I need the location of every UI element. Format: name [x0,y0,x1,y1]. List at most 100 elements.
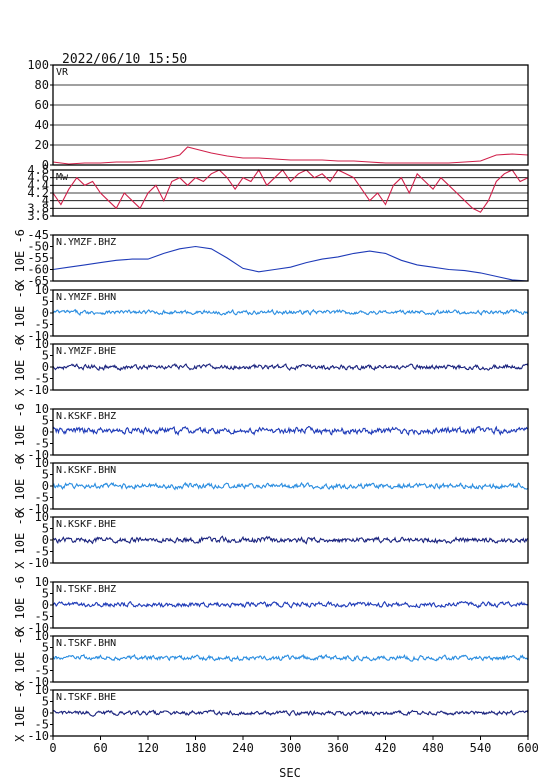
panel-label: N.TSKF.BHN [56,638,116,649]
y-tick-label: 5 [42,468,49,482]
y-tick-label: 5 [42,695,49,709]
y-tick-label: 5 [42,414,49,428]
x-axis: 0 60 120 180 240 300 360 420 480 540 600 [49,736,539,755]
series-line [52,425,529,437]
y-tick-label: 0 [42,306,49,320]
y-tick-label: -5 [35,718,49,732]
panel-frame [52,408,529,456]
x-axis-label: SEC [279,766,301,780]
series-line [52,653,529,662]
panel-label: N.KSKF.BHZ [56,411,116,422]
y-tick-label: -5 [35,372,49,386]
y-tick-label: 0 [42,598,49,612]
y-unit-label: X 10E -6 [13,229,27,287]
y-tick-label: 4 [42,194,49,208]
series-line [52,481,529,491]
panel-frame [52,234,529,282]
y-tick-label: -10 [27,621,49,635]
series-line [52,168,529,213]
y-tick-label: -5 [35,545,49,559]
panel-label: N.YMZF.BHN [56,292,116,303]
panel-mw: 3.63.844.24.44.64.8 Mw [27,163,529,223]
panel-frame [52,289,529,337]
y-tick-label: -10 [27,383,49,397]
x-tick-label: 360 [327,741,349,755]
panel-frame [52,343,529,391]
y-tick-label: 5 [42,641,49,655]
y-tick-label: 80 [35,78,49,92]
panel-label: N.TSKF.BHZ [56,584,116,595]
x-tick-label: 420 [375,741,397,755]
y-unit-label: X 10E -6 [13,457,27,515]
y-tick-label: 10 [35,683,49,697]
y-tick-label: -5 [35,491,49,505]
y-tick-label: 0 [42,479,49,493]
panel-frame [52,516,529,564]
y-unit-label: X 10E -6 [13,403,27,461]
y-tick-label: 10 [35,629,49,643]
y-tick-label: -5 [35,318,49,332]
x-tick-label: 0 [49,741,56,755]
y-unit-label: X 10E -6 [13,511,27,569]
series-line [52,709,529,717]
series-line [52,535,529,545]
y-tick-label: -50 [27,240,49,254]
panel-frame [52,581,529,629]
y-tick-label: -5 [35,610,49,624]
y-tick-label: 0 [42,533,49,547]
y-tick-label: 20 [35,138,49,152]
y-tick-label: 3.8 [27,201,49,215]
y-tick-label: -10 [27,729,49,743]
y-tick-label: -5 [35,664,49,678]
x-tick-label: 480 [422,741,444,755]
y-tick-label: 10 [35,575,49,589]
y-tick-label: -45 [27,228,49,242]
y-tick-label: 10 [35,510,49,524]
series-line [52,600,529,609]
x-tick-label: 180 [185,741,207,755]
x-tick-label: 540 [470,741,492,755]
y-tick-label: 10 [35,283,49,297]
y-tick-label: 0 [42,425,49,439]
panel-label: N.KSKF.BHE [56,519,116,530]
y-tick-label: 40 [35,118,49,132]
y-tick-label: 5 [42,587,49,601]
x-tick-label: 60 [93,741,107,755]
y-tick-label: -10 [27,502,49,516]
y-unit-label: X 10E -6 [13,630,27,688]
panel-vr: 0 20 40 60 80 100 VR [27,58,529,172]
y-unit-label: X 10E -6 [13,576,27,634]
y-tick-label: 0 [42,158,49,172]
panel-n-ymzf-bhz: -65-60-55-50-45X 10E -6 N.YMZF.BHZ [13,228,529,288]
y-tick-label: 5 [42,295,49,309]
panel-frame [52,169,529,217]
y-tick-label: 0 [42,706,49,720]
y-tick-label: -10 [27,556,49,570]
y-tick-label: 10 [35,456,49,470]
y-tick-label: 0 [42,360,49,374]
panel-label: Mw [56,172,69,183]
y-tick-label: -65 [27,274,49,288]
y-tick-label: 10 [35,402,49,416]
y-tick-label: 4.6 [27,171,49,185]
panel-frame [52,635,529,683]
x-tick-label: 300 [280,741,302,755]
y-tick-label: 0 [42,652,49,666]
chart-title: 2022/06/10 15:50 [62,52,187,67]
y-tick-label: 5 [42,349,49,363]
panel-label: VR [56,67,69,78]
y-tick-label: -10 [27,675,49,689]
panel-label: N.TSKF.BHE [56,692,116,703]
series-line [52,146,529,165]
y-tick-label: 10 [35,337,49,351]
y-tick-label: 60 [35,98,49,112]
